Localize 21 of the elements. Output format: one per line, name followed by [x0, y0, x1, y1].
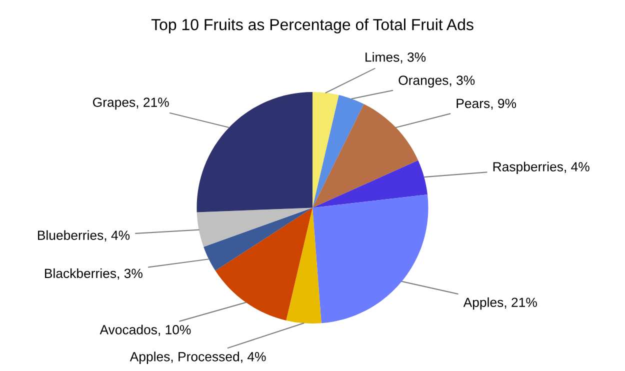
slice-label: Avocados, 10% — [100, 324, 191, 336]
slice-label: Blueberries, 4% — [38, 230, 130, 242]
slice-label: Apples, Processed, 4% — [130, 352, 266, 364]
slice-label: Blackberries, 3% — [45, 268, 142, 280]
slice-label: Pears, 9% — [456, 98, 516, 110]
slice-label: Grapes, 21% — [93, 98, 169, 110]
slice-label: Raspberries, 4% — [493, 162, 590, 174]
slice-label: Apples, 21% — [463, 297, 537, 310]
pie-slice — [204, 208, 312, 271]
slice-label: Oranges, 3% — [398, 76, 475, 88]
pie-slice — [286, 208, 322, 324]
pie-slice — [196, 92, 312, 212]
chart-title: Top 10 Fruits as Percentage of Total Fruit Ads — [151, 18, 474, 34]
pie-slice — [312, 104, 418, 208]
pie-slice — [215, 208, 312, 320]
pie-slice — [196, 208, 312, 247]
pie-slice — [312, 194, 428, 324]
pie-slice — [312, 92, 339, 208]
slice-label: Limes, 3% — [366, 52, 426, 64]
pie-slice — [312, 95, 364, 208]
pie-slice — [312, 160, 428, 208]
